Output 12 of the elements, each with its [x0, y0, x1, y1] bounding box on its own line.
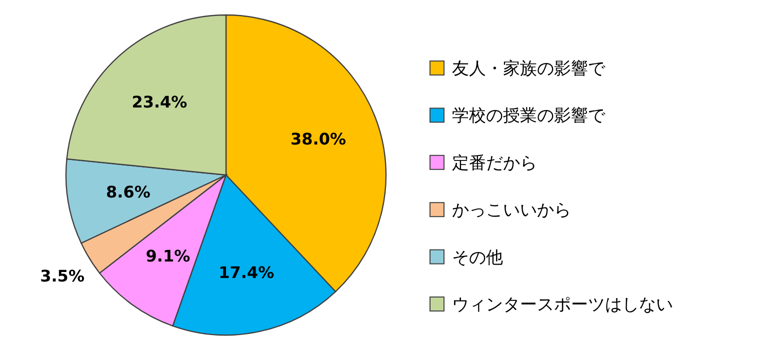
legend-label: 定番だから [452, 153, 537, 174]
data-label: 3.5% [40, 266, 84, 286]
legend-label: その他 [452, 248, 503, 268]
legend-label: 友人・家族の影響で [452, 59, 606, 79]
data-label: 9.1% [146, 246, 190, 266]
legend-label: ウィンタースポーツはしない [452, 295, 673, 315]
legend-label: 学校の授業の影響で [452, 106, 606, 126]
data-label: 17.4% [218, 263, 274, 282]
data-label: 23.4% [132, 92, 188, 112]
data-label: 38.0% [290, 129, 346, 148]
data-label: 8.6% [106, 182, 150, 202]
legend-label: かっこいいから [452, 200, 571, 221]
